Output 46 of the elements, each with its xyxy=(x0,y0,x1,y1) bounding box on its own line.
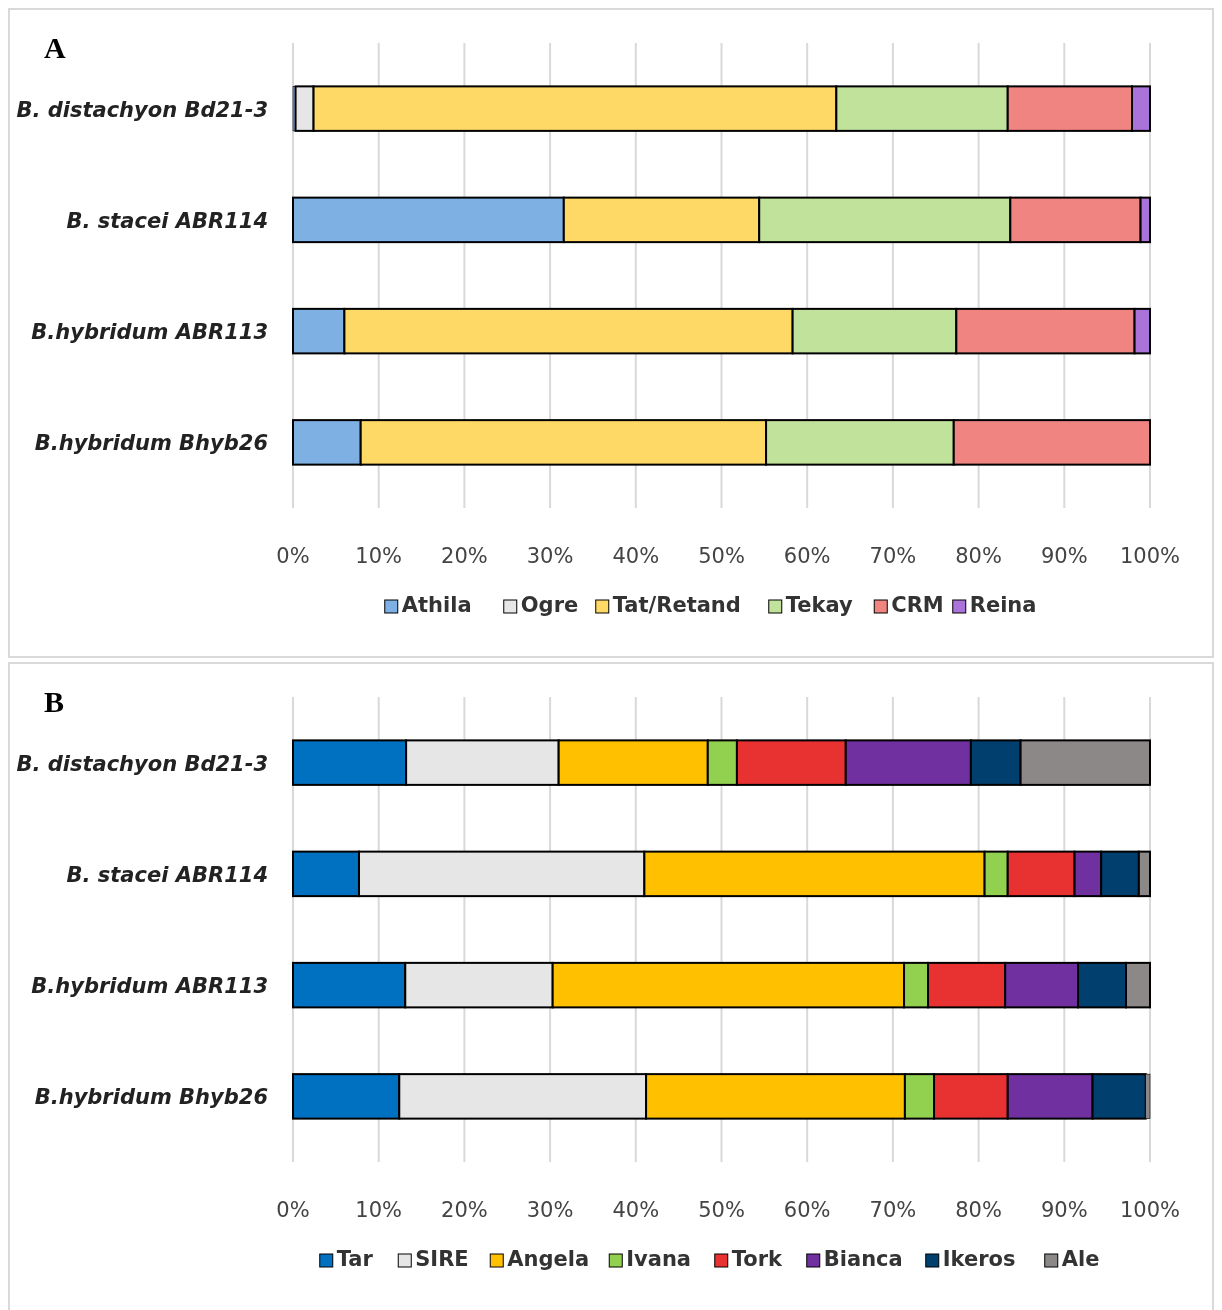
x-tick-label: 40% xyxy=(612,1198,660,1222)
y-tick-label: B. stacei ABR114 xyxy=(66,208,268,233)
x-tick-label: 40% xyxy=(612,544,660,568)
x-tick-label: 0% xyxy=(276,1198,310,1222)
legend-label: Ale xyxy=(1061,1247,1100,1271)
legend-label: Ogre xyxy=(520,593,579,617)
legend-label: Tar xyxy=(336,1247,374,1271)
x-tick-label: 10% xyxy=(355,544,403,568)
x-tick-label: 60% xyxy=(783,1198,831,1222)
y-tick-label: B. stacei ABR114 xyxy=(66,862,268,887)
x-tick-label: 10% xyxy=(355,1198,403,1222)
y-tick-label: B.hybridum ABR113 xyxy=(31,974,268,999)
chart-title: A xyxy=(44,31,66,64)
legend-label: Ikeros xyxy=(942,1247,1016,1271)
legend-label: CRM xyxy=(891,593,944,617)
x-tick-label: 90% xyxy=(1040,544,1088,568)
y-tick-label: B. distachyon Bd21-3 xyxy=(16,97,268,122)
legend-label: Bianca xyxy=(823,1247,903,1271)
x-tick-label: 20% xyxy=(441,1198,488,1222)
y-tick-label: B.hybridum Bhyb26 xyxy=(34,431,268,456)
legend-label: Athila xyxy=(401,593,472,617)
x-tick-label: 50% xyxy=(698,544,745,568)
legend-label: Tekay xyxy=(785,593,854,617)
x-tick-label: 70% xyxy=(869,1198,917,1222)
x-tick-label: 80% xyxy=(955,1198,1002,1222)
x-tick-label: 50% xyxy=(698,1198,745,1222)
legend-label: SIRE xyxy=(415,1247,469,1271)
x-tick-label: 80% xyxy=(955,544,1002,568)
x-tick-label: 60% xyxy=(783,544,831,568)
x-tick-label: 90% xyxy=(1040,1198,1088,1222)
x-tick-label: 100% xyxy=(1119,544,1181,568)
legend-label: Tork xyxy=(731,1247,784,1271)
y-tick-label: B.hybridum Bhyb26 xyxy=(34,1085,268,1110)
legend-label: Angela xyxy=(507,1247,590,1271)
x-tick-label: 30% xyxy=(526,544,574,568)
chart-title: B xyxy=(44,685,65,718)
x-tick-label: 30% xyxy=(526,1198,574,1222)
y-tick-label: B.hybridum ABR113 xyxy=(31,320,268,345)
x-tick-label: 0% xyxy=(276,544,310,568)
legend-label: Ivana xyxy=(626,1247,692,1271)
legend-label: Tat/Retand xyxy=(612,593,741,617)
x-tick-label: 20% xyxy=(441,544,488,568)
y-tick-label: B. distachyon Bd21-3 xyxy=(16,751,268,776)
legend-label: Reina xyxy=(969,593,1037,617)
x-tick-label: 100% xyxy=(1119,1198,1181,1222)
x-tick-label: 70% xyxy=(869,544,917,568)
